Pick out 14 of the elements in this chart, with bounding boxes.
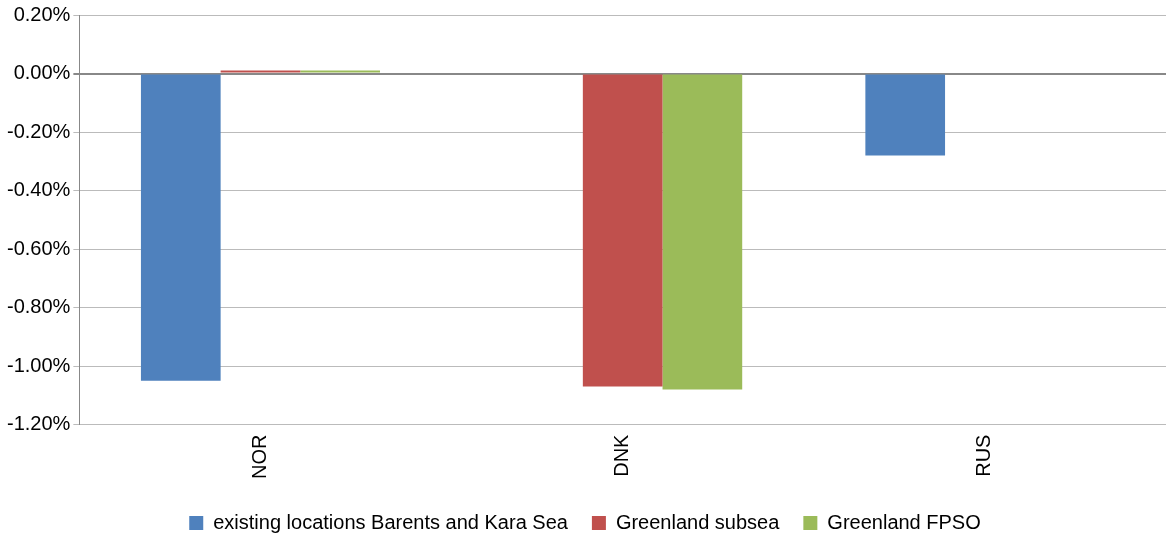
y-tick-label: -1.20% [6, 412, 71, 435]
y-tick-label: 0.00% [13, 61, 71, 84]
x-tick-label: NOR [247, 434, 270, 480]
y-tick-label: -1.00% [6, 353, 71, 376]
y-tick-label: 0.20% [13, 2, 71, 25]
y-tick-label: -0.60% [6, 236, 71, 259]
y-tick-label: -0.80% [6, 295, 71, 318]
legend-label: Greenland FPSO [827, 510, 981, 533]
y-tick-label: -0.20% [6, 119, 71, 142]
legend-label: existing locations Barents and Kara Sea [213, 510, 569, 533]
y-tick-label: -0.40% [6, 178, 71, 201]
legend-label: Greenland subsea [615, 510, 781, 533]
x-tick-label: DNK [610, 433, 633, 477]
x-tick-label: RUS [972, 434, 995, 477]
